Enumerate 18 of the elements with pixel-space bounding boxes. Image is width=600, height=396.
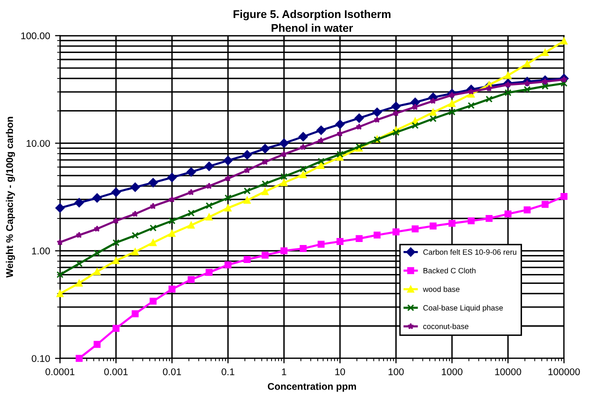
x-tick-label: 0.001 (104, 368, 128, 376)
x-tick-label: 1 (282, 368, 286, 376)
chart-title: Figure 5. Adsorption Isotherm (234, 10, 390, 20)
y-axis-title: Weight % Capacity - g/100g carbon (6, 116, 15, 278)
x-tick-label: 10000 (495, 368, 522, 376)
x-tick-label: 0.1 (222, 368, 234, 376)
x-tick-label: 100 (388, 368, 404, 376)
y-tick-label: 0.10 (32, 355, 50, 362)
x-tick-label: 0.0001 (46, 368, 74, 376)
y-tick-label: 100.00 (21, 32, 50, 40)
x-tick-label: 10 (335, 368, 346, 376)
x-tick-label: 0.01 (162, 368, 181, 376)
x-tick-label: 1000 (442, 368, 462, 376)
y-tick-label: 1.00 (32, 248, 50, 254)
x-tick-label: 100000 (548, 368, 580, 376)
chart-subtitle: Phenol in water (272, 24, 353, 32)
y-tick-label: 10.00 (26, 140, 50, 147)
x-axis-title: Concentration ppm (268, 382, 356, 392)
